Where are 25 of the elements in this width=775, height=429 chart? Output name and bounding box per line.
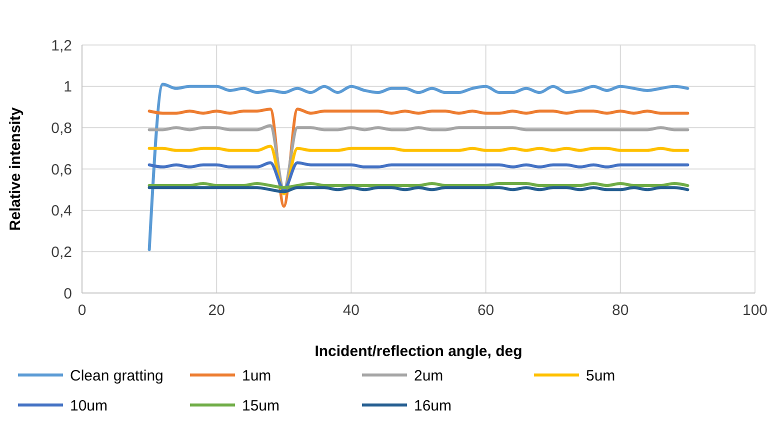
line-series: [148, 82, 690, 252]
legend-label: 15um: [242, 397, 280, 414]
y-tick-label: 0: [64, 285, 72, 302]
legend-label: 5um: [586, 367, 616, 384]
legend-label: 2um: [414, 367, 444, 384]
y-tick-label: 1: [64, 78, 72, 96]
x-axis-title: Incident/reflection angle, deg: [314, 343, 522, 360]
legend-label: Clean gratting: [70, 367, 164, 384]
x-tick-label: 20: [208, 302, 225, 319]
x-tick-label: 60: [477, 302, 494, 319]
legend-label: 16um: [414, 397, 452, 414]
y-tick-label: 0,4: [51, 202, 72, 220]
y-tick-label: 0,8: [51, 120, 72, 137]
y-tick-label: 0,2: [51, 244, 72, 261]
line-series: [148, 161, 690, 192]
y-tick-label: 1,2: [51, 37, 72, 54]
x-tick-label: 80: [612, 302, 629, 319]
x-tick-label: 40: [342, 302, 360, 319]
y-tick-label: 0,6: [51, 161, 72, 178]
x-tick-label: 100: [742, 302, 768, 319]
legend-label: 1um: [242, 367, 272, 384]
line-series: [148, 144, 690, 196]
y-axis-title: Relative intensity: [7, 106, 24, 231]
legend-label: 10um: [70, 397, 108, 414]
x-tick-label: 0: [78, 302, 86, 319]
